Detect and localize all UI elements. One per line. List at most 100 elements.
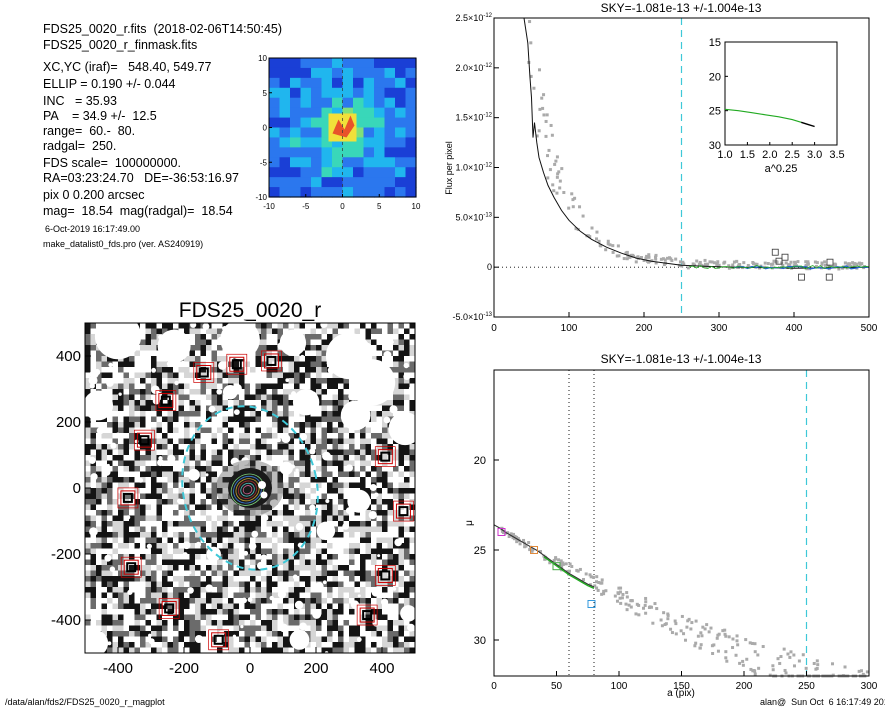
noise-pixel — [178, 598, 185, 604]
noise-pixel — [272, 625, 278, 632]
noise-pixel — [101, 581, 108, 588]
noise-pixel — [327, 510, 333, 516]
noise-pixel — [129, 356, 135, 362]
noise-pixel — [371, 625, 377, 632]
noise-pixel — [162, 323, 168, 329]
noise-pixel — [393, 367, 399, 373]
noise-pixel — [393, 598, 399, 604]
heatmap-cell — [395, 137, 407, 148]
noise-pixel — [189, 345, 196, 351]
noise-pixel — [189, 356, 196, 362]
noise-pixel — [178, 438, 185, 445]
heatmap-cell — [342, 67, 354, 79]
noise-pixel — [178, 400, 185, 406]
noise-pixel — [112, 609, 119, 615]
noise-pixel — [305, 493, 311, 500]
noise-pixel — [316, 493, 322, 500]
noise-pixel — [134, 620, 141, 626]
noise-pixel — [233, 361, 240, 368]
noise-pixel — [90, 521, 97, 527]
noise-pixel — [85, 603, 91, 610]
noise-pixel — [151, 576, 157, 582]
noise-pixel — [200, 416, 207, 423]
noise-pixel — [167, 631, 174, 637]
noise-pixel — [343, 614, 350, 621]
heatmap-cell — [384, 107, 396, 119]
noise-pixel — [90, 598, 97, 604]
noise-pixel — [283, 515, 289, 522]
noise-pixel — [123, 576, 130, 582]
noise-pixel — [151, 565, 157, 571]
noise-pixel — [316, 416, 322, 423]
noise-pixel — [343, 394, 350, 401]
masked-region — [388, 412, 422, 446]
noise-pixel — [404, 636, 410, 643]
noise-pixel — [184, 367, 190, 373]
noise-pixel — [228, 532, 234, 538]
noise-pixel — [349, 455, 355, 461]
noise-pixel — [354, 559, 361, 566]
noise-pixel — [321, 471, 328, 478]
noise-pixel — [118, 510, 124, 516]
noise-pixel — [211, 477, 218, 483]
noise-pixel — [228, 647, 234, 654]
noise-pixel — [222, 614, 229, 621]
noise-pixel — [365, 455, 372, 461]
noise-pixel — [360, 328, 366, 335]
noise-pixel — [398, 603, 405, 610]
image-xtick-label: -200 — [169, 660, 199, 677]
noise-pixel — [211, 559, 218, 566]
noise-pixel — [354, 587, 361, 593]
noise-pixel — [222, 515, 229, 522]
heatmap-cell — [279, 117, 291, 129]
noise-pixel — [288, 609, 295, 615]
noise-pixel — [85, 466, 91, 472]
noise-pixel — [162, 515, 168, 522]
noise-pixel — [409, 548, 416, 555]
noise-pixel — [217, 488, 223, 494]
heatmap-cell — [363, 97, 375, 109]
noise-pixel — [365, 565, 372, 571]
heatmap-cell — [374, 127, 386, 139]
noise-pixel — [123, 471, 130, 478]
noise-pixel — [140, 350, 146, 357]
galaxy-isophote — [237, 480, 258, 499]
noise-pixel — [112, 537, 119, 544]
heatmap-cell — [342, 147, 354, 158]
noise-pixel — [156, 559, 163, 566]
noise-pixel — [217, 592, 223, 599]
noise-pixel — [305, 339, 311, 346]
noise-pixel — [354, 576, 361, 582]
noise-pixel — [349, 444, 355, 450]
noise-pixel — [184, 559, 190, 566]
footer-stamp: alan@ Sun Oct 6 16:17:49 2019 — [760, 697, 885, 707]
noise-pixel — [277, 455, 284, 461]
profile-point — [621, 592, 625, 596]
noise-pixel — [195, 323, 201, 329]
sky-ylabel: Flux per pixel — [444, 141, 454, 195]
noise-pixel — [206, 592, 212, 599]
sky-point — [571, 205, 575, 209]
noise-pixel — [140, 471, 146, 478]
noise-pixel — [211, 416, 218, 423]
noise-pixel — [178, 570, 185, 577]
noise-pixel — [200, 598, 207, 604]
noise-pixel — [316, 548, 322, 555]
noise-pixel — [184, 587, 190, 593]
noise-pixel — [189, 389, 196, 395]
noise-pixel — [123, 510, 130, 516]
sky-point — [529, 74, 533, 78]
profile-point — [698, 646, 702, 650]
sky-point — [708, 260, 712, 264]
profile-point — [831, 662, 835, 666]
noise-pixel — [151, 356, 157, 362]
noise-pixel — [85, 433, 91, 439]
mask-box-inner — [161, 600, 177, 616]
thumb-ytick-label: -10 — [255, 193, 267, 202]
noise-pixel — [129, 416, 135, 423]
noise-pixel — [255, 383, 262, 390]
noise-pixel — [145, 389, 152, 395]
noise-pixel — [360, 548, 366, 555]
noise-pixel — [145, 416, 152, 423]
noise-pixel — [206, 378, 212, 384]
